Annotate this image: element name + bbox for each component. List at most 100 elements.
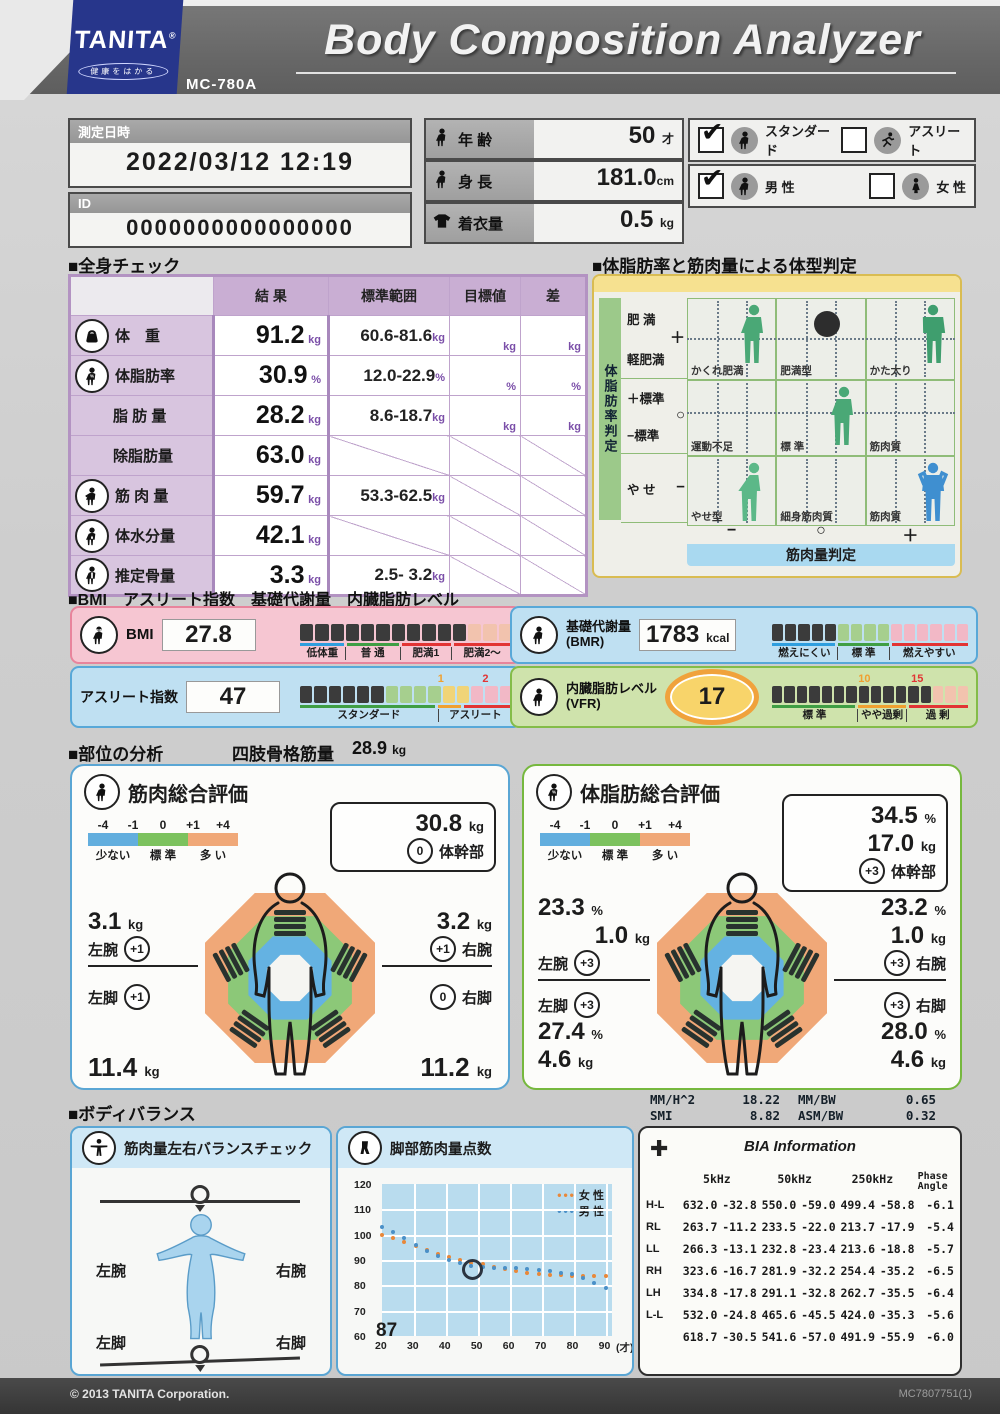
muscle-icon: [75, 478, 109, 513]
fat-left-arm-pct: 23.3: [538, 894, 585, 921]
muscle-left-leg-label: 左脚: [88, 989, 119, 1007]
body-figure: [917, 462, 949, 521]
clothes-value: 0.5: [619, 206, 654, 233]
range-cell: 12.0-22.9%: [328, 355, 450, 396]
score-legend: -4 -1 0 +1 +4 少ない 標 準 多 い: [540, 818, 690, 863]
data-point: [592, 1280, 597, 1285]
bar-segments: [772, 623, 969, 641]
data-point: [514, 1266, 519, 1271]
bar-segment: [357, 685, 370, 703]
legend-label: 標 準: [149, 850, 177, 862]
y-tick-label: 110: [354, 1204, 371, 1217]
row-label: 脂 肪 量: [113, 408, 167, 425]
bia-row-label: RL: [646, 1221, 661, 1233]
bar-segment: [838, 623, 850, 641]
body-type-top-band: [594, 276, 960, 292]
bia-panel: ✚ BIA Information 5kHz 50kHz 250kHz Phase An…: [638, 1126, 962, 1376]
cell-label: かくれ肥満: [691, 365, 744, 377]
check-icon: ✔: [701, 117, 724, 147]
bar-segment: [385, 685, 398, 703]
fat-right-leg-box: +3 右脚 28.0 % 4.6 kg: [834, 992, 946, 1074]
muscle-left-leg-box: 左脚 +1 11.4 kg: [88, 984, 198, 1083]
legend-tick: +4: [668, 818, 682, 832]
bar-segment: [499, 685, 512, 703]
muscle-right-leg-box: 0 右脚 11.2 kg: [382, 984, 492, 1083]
datetime-label: 測定日時: [70, 120, 410, 143]
doc-code: MC7807751(1): [898, 1388, 972, 1400]
muscle-eval-title: 筋肉総合評価: [128, 783, 248, 806]
row-label: 体水分量: [115, 528, 176, 545]
bar-segment: [485, 685, 498, 703]
bia-value: 491.9: [840, 1330, 876, 1344]
female-label: 女 性: [936, 179, 966, 195]
bar-scale-label: アスリート: [437, 708, 512, 722]
bia-value: -32.8: [722, 1198, 757, 1212]
fat-left-leg-label: 左脚: [538, 997, 569, 1015]
person-icon: [533, 626, 543, 645]
y-row-label: や せ: [627, 482, 656, 497]
bar-segment: [456, 685, 470, 703]
muscle-trunk-label: 体幹部: [438, 843, 484, 861]
body-type-cell: 標 準: [776, 380, 866, 456]
bmr-panel: 基礎代謝量 (BMR) 1783 kcal 燃えにくい標 準燃えやすい: [510, 606, 978, 664]
clothes-unit: kg: [659, 216, 674, 230]
legs-icon: [360, 1141, 370, 1154]
bar-segment: [796, 685, 808, 703]
bia-row: L-L 532.0 -24.8 465.6 -45.5 424.0 -35.3 -5.6: [646, 1304, 954, 1326]
bmi-value: 27.8: [161, 619, 256, 651]
person-icon: [86, 566, 96, 585]
target-cell: [449, 435, 521, 476]
bia-row-label: LH: [646, 1287, 661, 1299]
bmr-value: 1783: [646, 621, 700, 648]
bar-strip: [300, 642, 344, 646]
bar-segment: [833, 685, 845, 703]
data-point: [581, 1275, 586, 1280]
body-type-y-labels: 肥 満軽肥満 ＋ ＋標準 −標準 ○ や せ −: [621, 298, 687, 523]
legend-entry: ••• 男 性: [557, 1204, 604, 1218]
bia-value: -23.4: [801, 1242, 836, 1256]
stat-item: MM/H^2: [650, 1092, 696, 1107]
bia-value: 499.4: [840, 1198, 876, 1212]
bar-segment: [422, 623, 436, 641]
muscle-left-leg-value: 11.4: [88, 1052, 138, 1082]
muscle-left-arm-value: 3.1: [88, 908, 122, 935]
data-point: [435, 1251, 440, 1256]
bar-strip: [346, 642, 399, 646]
bia-value: 254.4: [840, 1264, 876, 1278]
datetime-box: 測定日時 2022/03/12 12:19: [68, 118, 412, 188]
fat-eval-title: 体脂肪総合評価: [580, 783, 720, 806]
bar-strip: [454, 642, 512, 646]
bia-value: -17.8: [722, 1286, 757, 1300]
row-label: 除脂肪量: [113, 448, 174, 465]
muscle-right-arm-score: +1: [429, 936, 456, 962]
bar-strip: [772, 642, 836, 646]
bmi-person-icon: BMI: [80, 616, 118, 654]
legend-tick: -4: [549, 818, 561, 832]
age-label: 年 齢: [458, 131, 493, 149]
bia-value: -17.9: [879, 1220, 915, 1234]
bar-segment: [785, 623, 797, 641]
y-tick-label: 60: [354, 1331, 366, 1343]
legend-label: 標 準: [601, 850, 629, 862]
y-row-label: 軽肥満: [627, 352, 665, 367]
muscle-trunk-unit: kg: [468, 819, 484, 834]
balance-panel: 筋肉量左右バランスチェック 左腕 右腕 左脚 右脚: [70, 1126, 332, 1376]
data-point: [380, 1225, 384, 1230]
upper-balance-beam: [100, 1185, 300, 1212]
bar-segment: [890, 623, 903, 641]
fat-right-arm-box: 23.2 % 1.0 kg +3 右腕: [834, 894, 946, 981]
target-cell: kg: [449, 395, 521, 436]
muscle-right-arm-label: 右腕: [461, 941, 492, 959]
range-cell-empty: [328, 435, 450, 476]
cell-figure: [916, 303, 950, 370]
bmi-label: BMI: [126, 626, 154, 644]
fulcrum-icon: [189, 1344, 210, 1365]
bar-segment: [345, 623, 360, 641]
bar-segment: [376, 623, 390, 641]
y-tick-label: 70: [354, 1305, 366, 1318]
muscle-trunk-score: 0: [406, 838, 433, 864]
person-icon: [738, 177, 748, 196]
leg-score-panel: 脚部筋肉量点数 ••• 女 性 ••• 男 性 120 110 100 90 80 70 60…: [336, 1126, 634, 1376]
chart-legend: ••• 女 性 ••• 男 性: [557, 1188, 604, 1220]
bia-row: LH 334.8 -17.8 291.1 -32.8 262.7 -35.5 -6.4: [646, 1282, 954, 1304]
